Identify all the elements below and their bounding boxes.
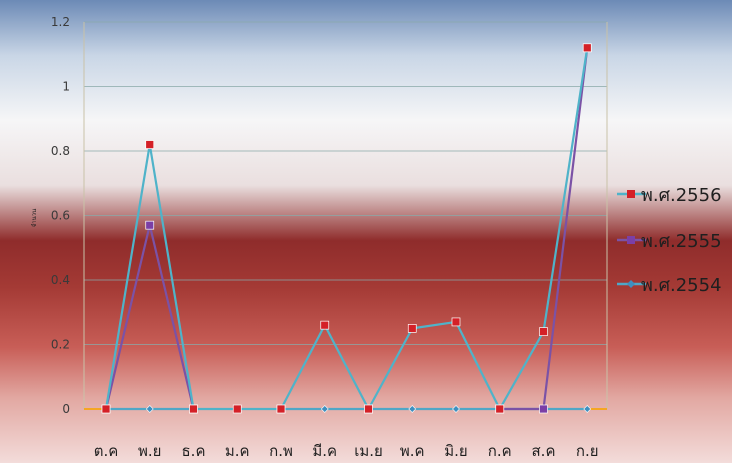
data-point bbox=[276, 404, 286, 414]
x-tick-label: ม.ค bbox=[225, 442, 250, 460]
y-tick-labels: 0 0.2 0.4 0.6 0.8 1 1.2 bbox=[51, 15, 70, 416]
y-tick-label: 0.6 bbox=[51, 209, 70, 223]
y-tick-label: 0.2 bbox=[51, 338, 70, 352]
x-tick-label: ก.ย bbox=[576, 442, 599, 460]
data-point bbox=[582, 43, 592, 53]
gridlines bbox=[84, 21, 607, 345]
data-point bbox=[408, 405, 417, 413]
x-tick-label: มิ.ย bbox=[444, 442, 467, 460]
y-tick-label: 0.8 bbox=[51, 144, 70, 158]
data-point bbox=[539, 327, 548, 336]
x-tick-label: ก.พ bbox=[269, 442, 293, 460]
y-tick-label: 1 bbox=[62, 80, 70, 94]
data-point bbox=[407, 324, 417, 333]
data-point bbox=[189, 404, 198, 414]
data-point bbox=[145, 140, 155, 149]
x-tick-label: พ.ค bbox=[400, 442, 425, 460]
legend-label: พ.ศ.2554 bbox=[641, 275, 722, 296]
x-tick-label: ส.ค bbox=[532, 442, 556, 460]
data-point bbox=[583, 405, 592, 413]
series-line bbox=[499, 47, 589, 411]
legend-marker bbox=[627, 280, 635, 288]
series-line bbox=[104, 224, 195, 410]
x-tick-label: ก.ค bbox=[488, 442, 512, 460]
data-point bbox=[145, 220, 155, 230]
x-tick-label: เม.ย bbox=[354, 442, 383, 460]
legend-marker bbox=[627, 236, 635, 244]
data-point bbox=[232, 404, 242, 414]
series-line bbox=[104, 47, 589, 411]
series-lines bbox=[104, 47, 589, 411]
x-tick-label: ต.ค bbox=[94, 442, 119, 460]
series-markers bbox=[101, 43, 592, 414]
y-axis-label: จำนวน bbox=[31, 209, 38, 227]
data-point bbox=[495, 404, 505, 414]
data-point bbox=[452, 405, 460, 413]
data-point bbox=[539, 404, 548, 414]
x-tick-labels: ต.ค พ.ย ธ.ค ม.ค ก.พ มี.ค เม.ย พ.ค มิ.ย ก.ค ส.ค ก.ย bbox=[94, 442, 599, 460]
legend-label: พ.ศ.2555 bbox=[641, 231, 722, 252]
data-point bbox=[145, 405, 154, 413]
legend: พ.ศ.2556 พ.ศ.2555 พ.ศ.2554 bbox=[617, 185, 722, 296]
x-tick-label: ธ.ค bbox=[182, 442, 206, 460]
legend-label: พ.ศ.2556 bbox=[641, 185, 722, 206]
data-point bbox=[101, 404, 111, 414]
y-tick-label: 0 bbox=[62, 402, 70, 416]
legend-marker bbox=[627, 190, 635, 198]
data-point bbox=[320, 405, 329, 413]
x-tick-label: พ.ย bbox=[138, 442, 161, 460]
data-point bbox=[451, 317, 461, 327]
y-tick-label: 0.4 bbox=[51, 273, 70, 287]
data-point bbox=[320, 320, 330, 330]
x-tick-label: มี.ค bbox=[312, 442, 337, 460]
data-point bbox=[364, 404, 373, 414]
y-tick-label: 1.2 bbox=[51, 15, 70, 29]
